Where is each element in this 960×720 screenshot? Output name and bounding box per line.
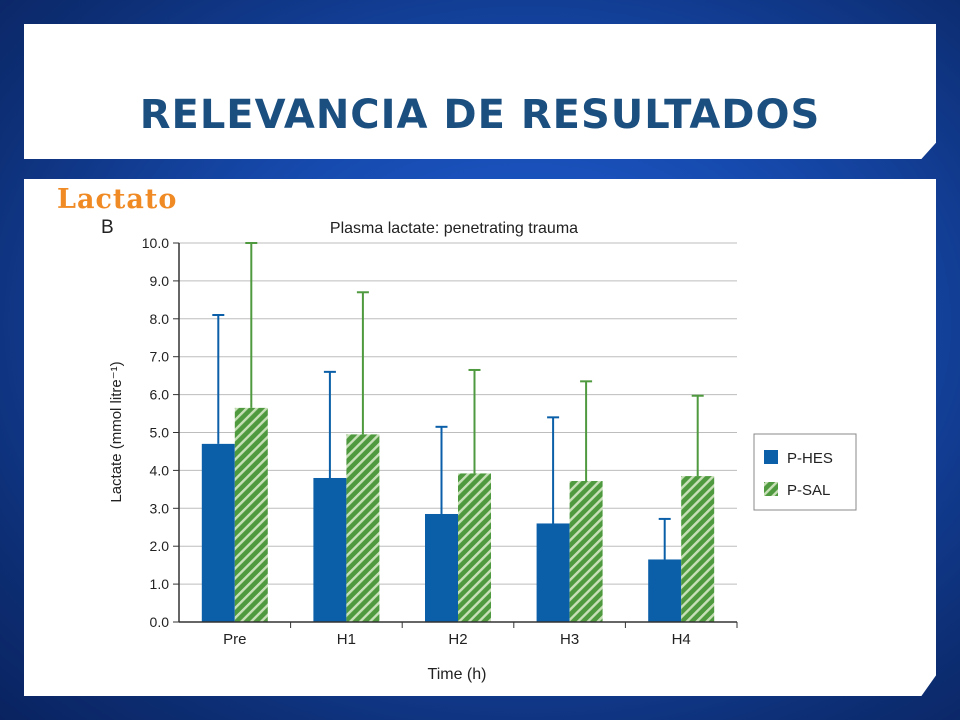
error-bars <box>212 242 704 560</box>
bar-p-sal <box>234 407 268 622</box>
y-tick-label: 2.0 <box>150 538 170 554</box>
x-tick-label: H4 <box>672 631 691 648</box>
legend-box <box>753 433 857 511</box>
y-axis-label: Lactate (mmol litre⁻¹) <box>108 361 125 502</box>
legend-label-p-sal: P-SAL <box>787 482 830 499</box>
title-panel <box>24 24 936 159</box>
panel-letter: B <box>101 217 114 238</box>
chart-title: Plasma lactate: penetrating trauma <box>330 220 578 237</box>
y-tick-label: 6.0 <box>150 387 170 403</box>
y-tick-label: 1.0 <box>150 576 170 592</box>
y-tick-label: 8.0 <box>150 311 170 327</box>
x-axis-label: Time (h) <box>428 666 487 683</box>
bars <box>201 407 715 622</box>
x-tick-label: Pre <box>223 631 246 648</box>
y-tick-label: 3.0 <box>150 500 170 516</box>
x-tick-label: H2 <box>448 631 467 648</box>
x-tick-label: H1 <box>337 631 356 648</box>
axes <box>173 242 738 628</box>
legend-swatch-p-hes <box>764 450 778 464</box>
y-tick-label: 0.0 <box>150 614 170 630</box>
y-tick-label: 7.0 <box>150 349 170 365</box>
legend-swatch-p-sal <box>764 482 778 496</box>
bar-p-sal <box>346 434 380 622</box>
bar-p-hes <box>536 523 570 622</box>
bar-p-sal <box>569 481 603 622</box>
bar-p-sal <box>458 473 491 622</box>
legend-label-p-hes: P-HES <box>787 450 833 467</box>
y-tick-label: 9.0 <box>150 273 170 289</box>
grid-lines <box>179 242 737 585</box>
bar-p-hes <box>313 477 347 622</box>
y-tick-label: 10.0 <box>142 235 169 251</box>
bar-p-sal <box>681 476 715 622</box>
y-tick-label: 4.0 <box>150 462 170 478</box>
legend: P-HES P-SAL <box>753 433 857 511</box>
tick-labels: 0.0 1.0 2.0 3.0 4.0 5.0 6.0 7.0 8.0 9.0 10.0 Pre H1 H… <box>142 235 691 648</box>
bar-p-hes <box>201 443 235 622</box>
y-tick-label: 5.0 <box>150 425 170 441</box>
section-label: Lactato <box>57 184 178 215</box>
bar-p-hes <box>648 559 682 622</box>
bar-p-hes <box>425 513 458 622</box>
x-tick-label: H3 <box>560 631 579 648</box>
slide-title: RELEVANCIA DE RESULTADOS <box>139 92 821 138</box>
